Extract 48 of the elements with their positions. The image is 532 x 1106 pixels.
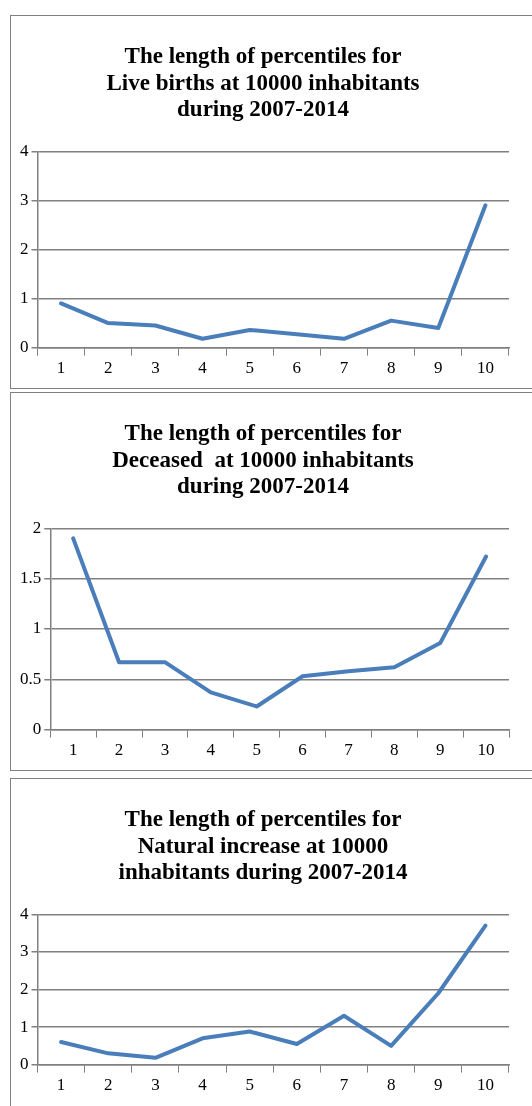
x-tick-label: 4 — [206, 740, 216, 760]
chart-title: The length of percentiles for Live births at 10000 inhabitants during 2007-2014 — [106, 43, 420, 122]
x-tick-label: 7 — [339, 358, 349, 378]
x-tick-label: 4 — [198, 1075, 208, 1095]
x-tick-label: 1 — [56, 1075, 66, 1095]
x-tick-label: 6 — [292, 358, 302, 378]
y-tick-label: 2 — [20, 978, 29, 998]
y-tick-label: 0 — [20, 337, 29, 357]
x-tick-label: 6 — [298, 740, 307, 760]
y-tick-label: 0 — [32, 719, 42, 739]
chart-title: The length of percentiles for Natural increase at 10000 inhabitants during 2007-2014 — [118, 806, 408, 885]
x-tick-label: 8 — [386, 1075, 396, 1095]
x-tick-label: 3 — [160, 740, 170, 760]
x-tick-label: 1 — [68, 740, 78, 760]
y-tick-label: 0.5 — [20, 668, 42, 688]
y-tick-label: 2 — [32, 517, 42, 537]
x-tick-label: 2 — [114, 740, 124, 760]
x-tick-label: 3 — [151, 1075, 160, 1095]
x-tick-label: 7 — [339, 1075, 349, 1095]
y-tick-label: 3 — [20, 189, 29, 209]
x-tick-label: 6 — [292, 1075, 302, 1095]
x-tick-label: 10 — [476, 1075, 494, 1095]
y-tick-label: 3 — [20, 941, 29, 961]
x-tick-label: 4 — [198, 358, 208, 378]
x-tick-label: 8 — [390, 740, 399, 760]
y-tick-label: 1.5 — [20, 568, 42, 588]
x-tick-label: 5 — [252, 740, 261, 760]
x-tick-label: 8 — [386, 358, 396, 378]
x-tick-label: 2 — [103, 358, 113, 378]
x-tick-label: 5 — [245, 358, 254, 378]
x-tick-label: 1 — [56, 358, 66, 378]
y-tick-label: 4 — [20, 140, 29, 160]
y-tick-label: 2 — [20, 238, 29, 258]
x-tick-label: 9 — [434, 358, 443, 378]
y-tick-label: 1 — [20, 288, 29, 308]
chart-title: The length of percentiles for Deceased at 10000 inhabitants during 2007-2014 — [112, 420, 414, 499]
x-tick-label: 10 — [476, 358, 494, 378]
x-tick-label: 9 — [434, 1075, 443, 1095]
y-tick-label: 4 — [20, 903, 29, 923]
y-tick-label: 1 — [20, 1016, 29, 1036]
y-tick-label: 0 — [20, 1054, 29, 1074]
x-tick-label: 7 — [344, 740, 354, 760]
x-tick-label: 9 — [435, 740, 445, 760]
y-tick-label: 1 — [32, 618, 42, 638]
x-tick-label: 3 — [151, 358, 160, 378]
x-tick-label: 2 — [103, 1075, 113, 1095]
x-tick-label: 10 — [477, 740, 495, 760]
x-tick-label: 5 — [245, 1075, 254, 1095]
